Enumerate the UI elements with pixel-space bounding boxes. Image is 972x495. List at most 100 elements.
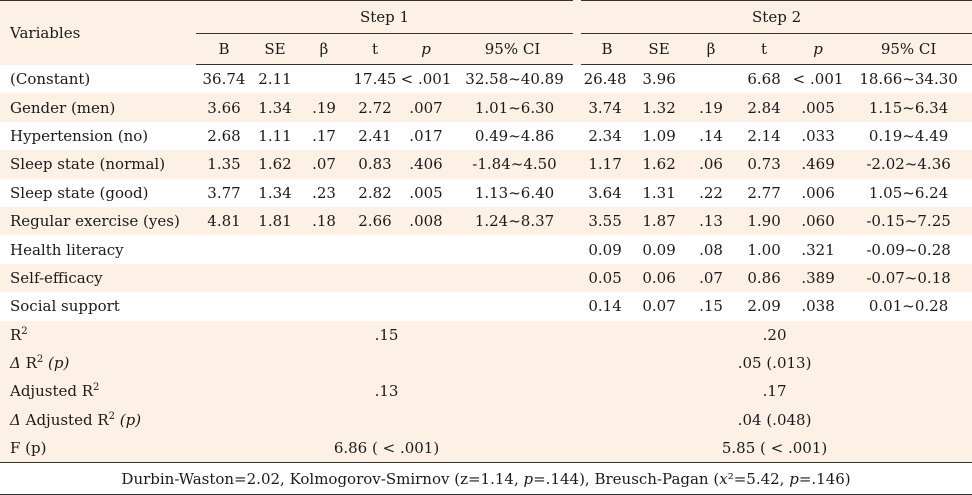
table-cell: 17.45 xyxy=(353,70,397,89)
row-label: (Constant) xyxy=(10,69,91,88)
table-cell: 2.41 xyxy=(358,126,392,145)
table-cell xyxy=(452,235,577,263)
table-cell: -1.84~4.50 xyxy=(472,155,557,174)
table-row: Regular exercise (yes) 4.81 1.81 .18 2.66 .00… xyxy=(0,206,972,236)
summary-label: Adjusted R2 xyxy=(10,382,100,401)
table-cell: 2.84 xyxy=(747,98,781,117)
table-cell: 1.35 xyxy=(207,155,241,174)
table-cell: .06 xyxy=(699,155,723,174)
footer-row: Durbin-Waston=2.02, Kolmogorov-Smirnov (… xyxy=(0,462,972,495)
summary-row-f: F (p) 6.86 ( < .001) 5.85 ( < .001) xyxy=(0,434,972,463)
column-header-step1: B xyxy=(196,33,252,65)
table-cell xyxy=(252,292,298,320)
table-cell: 1.13~6.40 xyxy=(474,183,555,202)
column-header-step2: p xyxy=(791,33,846,65)
column-header-step2: SE xyxy=(633,33,686,65)
table-cell: 0.09 xyxy=(642,240,676,259)
table-cell xyxy=(196,235,252,263)
summary-label: Δ Adjusted R2 (p) xyxy=(10,410,142,429)
table-footnote: Durbin-Waston=2.02, Kolmogorov-Smirnov (… xyxy=(0,462,972,495)
table-cell: 3.66 xyxy=(207,98,241,117)
table-cell: 2.09 xyxy=(747,297,781,316)
row-label: Social support xyxy=(10,297,120,316)
table-cell: 1.31 xyxy=(642,183,676,202)
table-cell xyxy=(252,235,298,263)
table-cell: .19 xyxy=(312,98,336,117)
table-cell: .14 xyxy=(699,126,723,145)
column-header-step2: B xyxy=(573,33,634,65)
table-cell: .008 xyxy=(409,212,443,231)
table-row: (Constant) 36.74 2.11 17.45 < .001 32.58~40.8… xyxy=(0,64,972,94)
table-cell: 1.00 xyxy=(747,240,781,259)
table-cell xyxy=(298,264,350,292)
table-cell xyxy=(298,65,350,94)
table-cell: -0.09~0.28 xyxy=(866,240,951,259)
table-cell xyxy=(196,264,252,292)
table-cell xyxy=(400,264,452,292)
table-cell: 1.81 xyxy=(258,212,292,231)
table-cell xyxy=(196,292,252,320)
table-cell xyxy=(452,292,577,320)
table-cell xyxy=(400,235,452,263)
summary-step1-value xyxy=(196,406,577,434)
table-cell: -0.15~7.25 xyxy=(866,212,951,231)
table-cell xyxy=(298,292,350,320)
table-cell: 4.81 xyxy=(207,212,241,231)
table-cell: .17 xyxy=(312,126,336,145)
table-row: Gender (men) 3.66 1.34 .19 2.72 .007 1.01~6.30… xyxy=(0,93,972,122)
table-cell: 3.96 xyxy=(642,70,676,89)
column-header-step1: 95% CI xyxy=(452,33,578,65)
summary-row-adj-r2: Adjusted R2 .13 .17 xyxy=(0,377,972,406)
table-cell: 2.82 xyxy=(358,183,392,202)
column-header-step1: SE xyxy=(252,33,298,65)
table-cell: 2.72 xyxy=(358,98,392,117)
table-cell: 0.05 xyxy=(588,268,622,287)
table-cell: .007 xyxy=(409,98,443,117)
table-cell xyxy=(350,235,400,263)
table-cell: .005 xyxy=(409,183,443,202)
table-cell: .406 xyxy=(409,155,443,174)
table-cell: 3.55 xyxy=(588,212,622,231)
table-cell xyxy=(685,65,737,94)
table-cell: 26.48 xyxy=(583,70,627,89)
table-cell: 2.34 xyxy=(588,126,622,145)
table-cell: 2.11 xyxy=(258,70,292,89)
table-row: Hypertension (no) 2.68 1.11 .17 2.41 .017 0.49… xyxy=(0,121,972,151)
summary-step2-value: .17 xyxy=(762,382,787,401)
table-cell: 2.77 xyxy=(747,183,781,202)
table-cell: .469 xyxy=(801,155,835,174)
table-row: Sleep state (good) 3.77 1.34 .23 2.82 .005 1.1… xyxy=(0,178,972,207)
summary-step2-value: .04 (.048) xyxy=(737,410,812,429)
table-cell: 0.19~4.49 xyxy=(868,126,949,145)
summary-step1-value: .13 xyxy=(374,382,399,401)
table-cell: .005 xyxy=(801,98,835,117)
header-row-steps: Variables Step 1 Step 2 xyxy=(0,0,972,42)
table-cell: 1.11 xyxy=(258,126,292,145)
column-header-step2: 95% CI xyxy=(845,33,972,65)
table-cell: 1.05~6.24 xyxy=(868,183,949,202)
row-label: Sleep state (normal) xyxy=(10,155,166,174)
table-cell: .08 xyxy=(699,240,723,259)
table-cell: .038 xyxy=(801,297,835,316)
table-row: Health literacy 0.09 0.09 .08 1.00 .321 -0.09~… xyxy=(0,235,972,264)
table-cell: 1.87 xyxy=(642,212,676,231)
column-header-step2: t xyxy=(737,33,792,65)
row-label: Hypertension (no) xyxy=(10,126,149,145)
summary-step2-value: 5.85 ( < .001) xyxy=(721,439,828,458)
summary-step1-value: 6.86 ( < .001) xyxy=(333,439,440,458)
table-cell: 0.83 xyxy=(358,155,392,174)
table-cell: 1.90 xyxy=(747,212,781,231)
table-cell: 1.34 xyxy=(258,183,292,202)
row-label: Regular exercise (yes) xyxy=(10,212,180,231)
summary-row-delta-r2: Δ R2 (p) .05 (.013) xyxy=(0,348,972,378)
table-cell: 3.74 xyxy=(588,98,622,117)
summary-label: R2 xyxy=(10,325,28,344)
table-cell: 3.77 xyxy=(207,183,241,202)
table-cell: 0.73 xyxy=(747,155,781,174)
table-cell xyxy=(452,264,577,292)
table-cell: .22 xyxy=(699,183,723,202)
table-cell: 1.01~6.30 xyxy=(474,98,555,117)
table-cell: 0.07 xyxy=(642,297,676,316)
table-cell xyxy=(350,264,400,292)
